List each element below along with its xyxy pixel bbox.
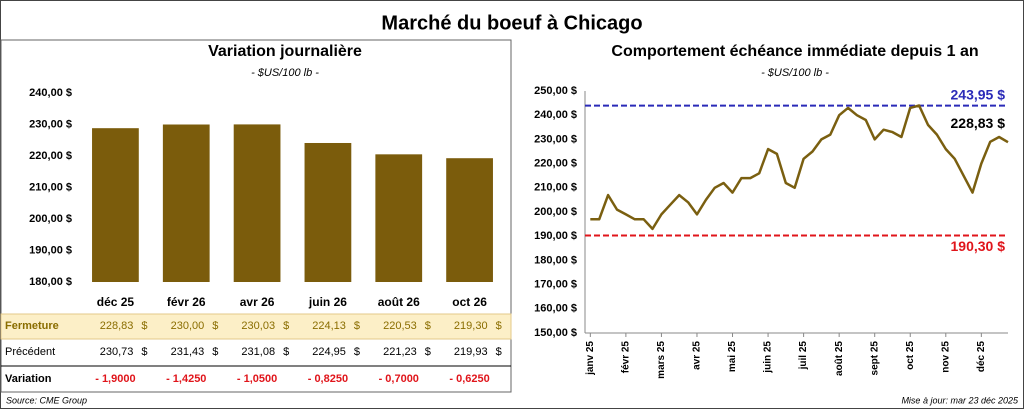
row-label: Précédent	[5, 346, 55, 358]
bar	[375, 154, 423, 282]
x-tick-label: juin 25	[763, 341, 774, 374]
x-tick-label: mai 25	[727, 341, 738, 373]
y-tick-label: 240,00 $	[29, 87, 72, 99]
y-tick-label: 180,00 $	[29, 276, 72, 288]
table-cell: 224,13	[312, 320, 346, 332]
bar	[233, 124, 281, 282]
y-tick-label: 200,00 $	[29, 213, 72, 225]
table-cell: 221,23	[383, 346, 417, 358]
x-tick-label: déc 25	[976, 341, 987, 373]
row-label: Fermeture	[5, 320, 59, 332]
source: Source: CME Group	[6, 395, 87, 405]
y-tick-label: 240,00 $	[534, 109, 577, 121]
x-tick-label: janv 25	[585, 341, 596, 376]
price-line	[590, 104, 1009, 231]
table-cell: - 0,6250	[449, 373, 489, 385]
left-panel	[0, 39, 512, 393]
x-tick-label: août 25	[834, 341, 845, 376]
table-cell: 219,30	[454, 320, 488, 332]
y-tick-label: 150,00 $	[534, 327, 577, 339]
y-tick-label: 190,00 $	[29, 244, 72, 256]
table-cell: 230,73	[100, 346, 134, 358]
table-cell: 231,08	[241, 346, 275, 358]
y-tick-label: 220,00 $	[534, 158, 577, 170]
y-tick-label: 250,00 $	[534, 85, 577, 97]
y-tick-label: 210,00 $	[29, 181, 72, 193]
table-cell: - 1,9000	[95, 373, 135, 385]
table-cell: 231,43	[171, 346, 205, 358]
x-tick-label: oct 25	[905, 341, 916, 370]
table-cell: 230,03	[241, 320, 275, 332]
table-unit: $	[283, 320, 289, 332]
bar	[446, 158, 493, 282]
y-tick-label: 230,00 $	[29, 118, 72, 130]
y-tick-label: 220,00 $	[29, 150, 72, 162]
bar	[92, 128, 139, 282]
table-cell: - 1,4250	[166, 373, 206, 385]
reference-label: 243,95 $	[951, 86, 1006, 102]
y-tick-label: 210,00 $	[534, 182, 577, 194]
table-unit: $	[496, 346, 502, 358]
table-cell: - 0,8250	[308, 373, 348, 385]
reference-label: 190,30 $	[951, 238, 1006, 254]
updated: Mise à jour: mar 23 déc 2025	[901, 395, 1019, 405]
table-cell: 219,93	[454, 346, 488, 358]
table-unit: $	[354, 320, 360, 332]
table-unit: $	[425, 320, 431, 332]
x-tick-label: avr 26	[240, 295, 275, 309]
x-tick-label: juil 25	[798, 341, 809, 371]
table-cell: - 0,7000	[379, 373, 419, 385]
y-tick-label: 170,00 $	[534, 279, 577, 291]
chart-title: Variation journalière	[208, 43, 362, 60]
y-tick-label: 200,00 $	[534, 206, 577, 218]
x-tick-label: juin 26	[308, 295, 347, 309]
table-unit: $	[354, 346, 360, 358]
x-tick-label: nov 25	[940, 341, 951, 373]
chart-title: Comportement échéance immédiate depuis 1…	[611, 43, 978, 60]
table-unit: $	[496, 320, 502, 332]
table-unit: $	[283, 346, 289, 358]
table-unit: $	[212, 320, 218, 332]
y-tick-label: 180,00 $	[534, 254, 577, 266]
table-cell: - 1,0500	[237, 373, 277, 385]
table-cell: 224,95	[312, 346, 346, 358]
x-tick-label: sept 25	[869, 341, 880, 376]
x-tick-label: déc 25	[97, 295, 135, 309]
table-cell: 230,00	[171, 320, 205, 332]
bar	[304, 142, 352, 282]
x-tick-label: mars 25	[656, 341, 667, 379]
table-unit: $	[141, 346, 147, 358]
chart-subtitle: - $US/100 lb -	[251, 67, 319, 79]
last-value-label: 228,83 $	[951, 115, 1006, 131]
x-tick-label: oct 26	[452, 295, 487, 309]
y-tick-label: 190,00 $	[534, 230, 577, 242]
table-unit: $	[141, 320, 147, 332]
chart-subtitle: - $US/100 lb -	[761, 67, 829, 79]
table-cell: 228,83	[100, 320, 134, 332]
row-label: Variation	[5, 373, 52, 385]
table-unit: $	[425, 346, 431, 358]
page-title: Marché du boeuf à Chicago	[381, 12, 642, 34]
table-highlight	[0, 313, 512, 340]
x-tick-label: avr 25	[692, 341, 703, 370]
bar	[162, 124, 210, 282]
table-cell: 220,53	[383, 320, 417, 332]
x-tick-label: août 26	[378, 295, 420, 309]
y-tick-label: 230,00 $	[534, 133, 577, 145]
y-tick-label: 160,00 $	[534, 303, 577, 315]
table-unit: $	[212, 346, 218, 358]
x-tick-label: févr 25	[621, 341, 632, 374]
x-tick-label: févr 26	[167, 295, 206, 309]
